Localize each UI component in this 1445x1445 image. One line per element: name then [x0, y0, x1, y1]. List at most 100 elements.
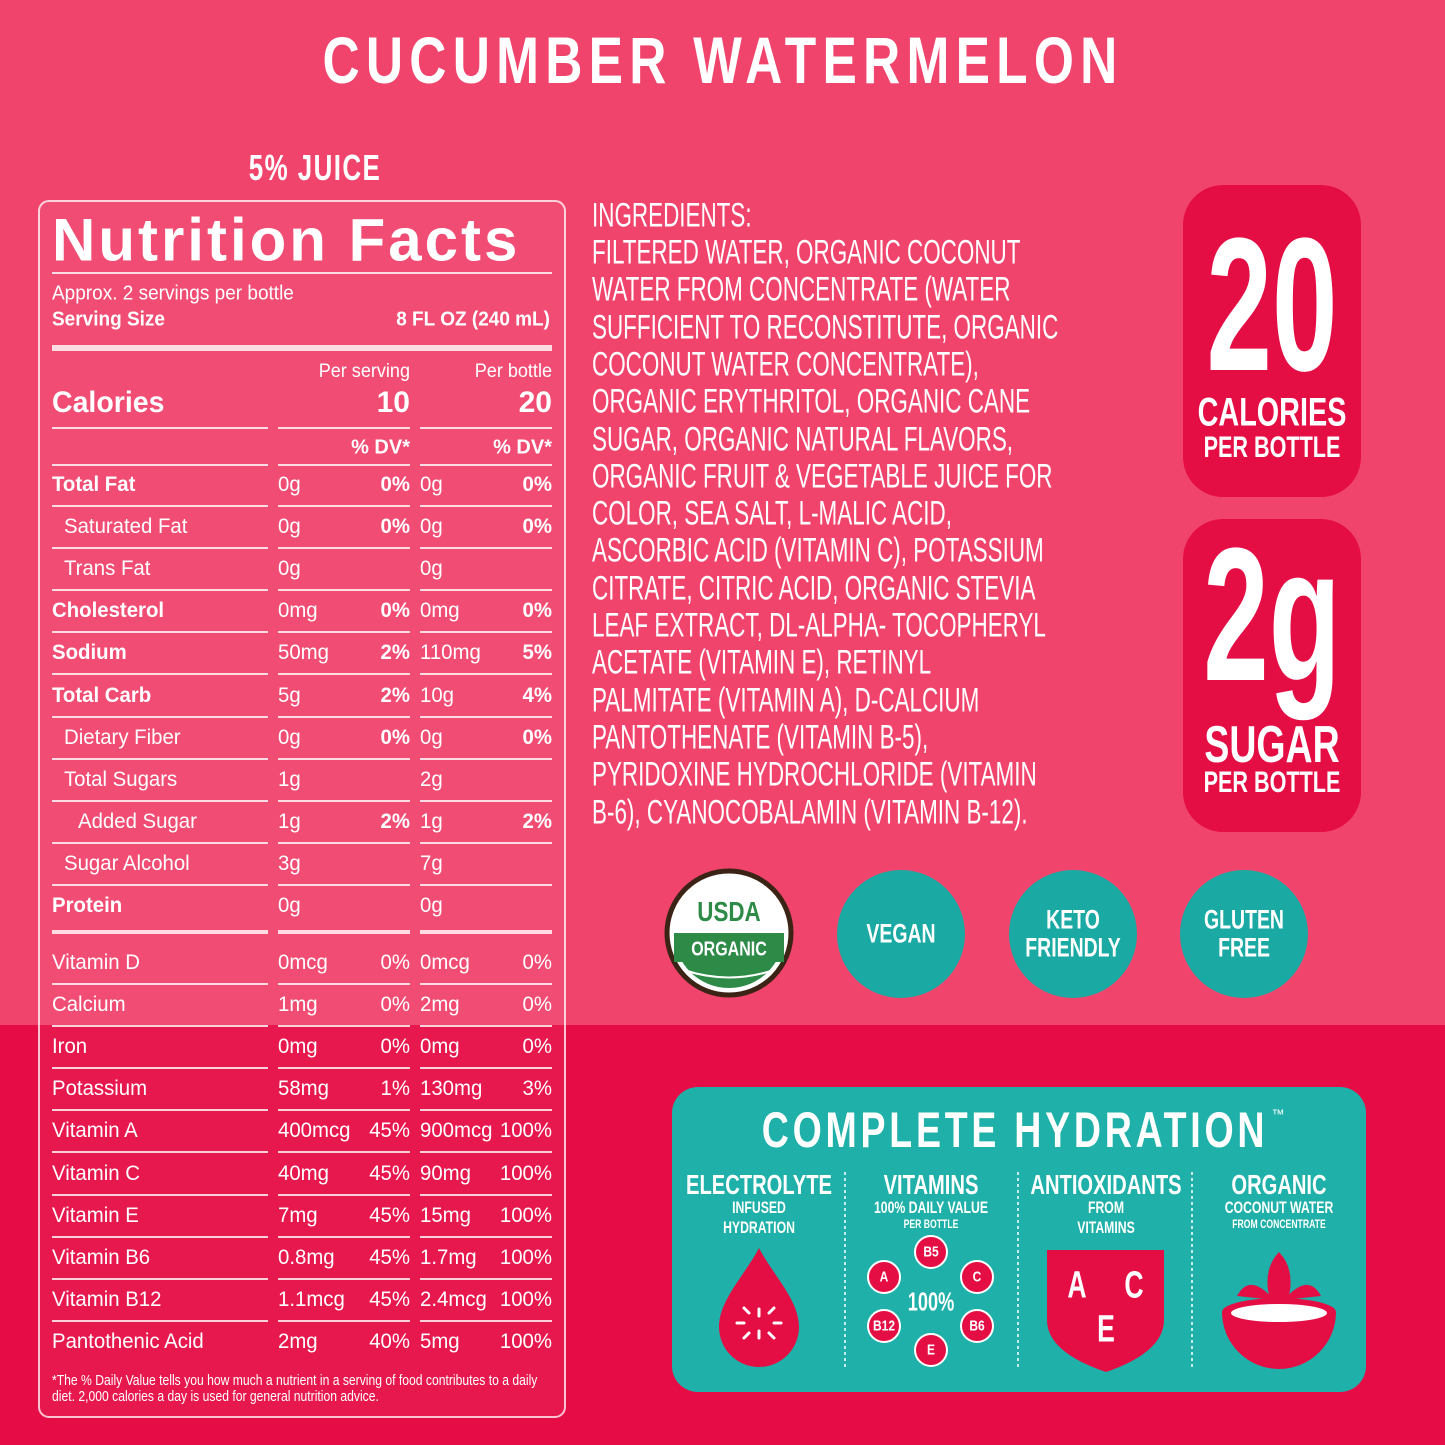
rule: [420, 757, 552, 760]
bottle-amount: 0g: [420, 557, 443, 581]
bottle-amount: 0g: [420, 725, 443, 749]
calories-label: Calories: [52, 386, 165, 419]
per-bottle: Per bottle: [474, 361, 552, 382]
serving-amount: 5g: [278, 683, 301, 707]
rule: [420, 1193, 552, 1196]
bottle-dv: 100%: [499, 1161, 552, 1185]
bottle-dv: 4%: [522, 683, 552, 707]
rule: [420, 631, 552, 634]
rule: [52, 841, 268, 844]
rule: [52, 272, 552, 274]
bottle-amount: 0mg: [420, 599, 460, 623]
ingredients-line: WATER FROM CONCENTRATE (WATER: [592, 270, 1011, 309]
rule: [420, 1235, 552, 1238]
rule: [420, 505, 552, 508]
bottle-dv: 0%: [522, 951, 552, 974]
title: CUCUMBER WATERMELON: [322, 23, 1124, 97]
nutrient-name: Trans Fat: [64, 557, 151, 581]
vitamin-label: B6: [969, 1317, 985, 1335]
nutrient-name: Vitamin B6: [52, 1245, 151, 1269]
bottle-dv: 0%: [522, 599, 552, 623]
hydration-title: COMPLETE HYDRATION: [761, 1102, 1269, 1158]
coconut-icon: [1222, 1252, 1336, 1369]
ingredients-line: PANTOTHENATE (VITAMIN B-5),: [592, 718, 929, 757]
serving-dv: 0%: [380, 599, 410, 623]
serving-dv: 40%: [369, 1329, 410, 1353]
nutrient-name: Vitamin D: [52, 951, 140, 974]
rule: [52, 1319, 268, 1322]
rule: [420, 1025, 552, 1028]
column-line: HYDRATION: [723, 1218, 795, 1237]
rule: [420, 715, 552, 718]
serving-amount: 58mg: [278, 1077, 329, 1101]
juice-label: 5% JUICE: [248, 147, 382, 188]
nutrient-name: Total Carb: [52, 683, 152, 707]
bottle-amount: 90mg: [420, 1161, 471, 1185]
bottle-amount: 2g: [420, 767, 443, 791]
cert-text: GLUTEN: [1204, 904, 1284, 935]
ingredients-line: B-6), CYANOCOBALAMIN (VITAMIN B-12).: [592, 793, 1028, 831]
bottle-amount: 0g: [420, 473, 443, 496]
bottle-amount: 10g: [420, 683, 454, 707]
rule: [52, 983, 268, 986]
serving-dv: 0%: [380, 515, 410, 539]
nutrition-box: [38, 200, 566, 1418]
nutrient-name: Vitamin B12: [52, 1287, 162, 1311]
nutrient-name: Potassium: [52, 1077, 148, 1101]
rule: [278, 715, 410, 718]
serving-amount: 40mg: [278, 1161, 329, 1185]
column-heading: ORGANIC: [1231, 1169, 1327, 1200]
calorie-badge: [1183, 185, 1361, 497]
rule: [52, 1067, 268, 1070]
drop-icon: [719, 1248, 799, 1367]
rule: [52, 673, 268, 676]
gluten-seal: [1180, 870, 1308, 998]
servings: Approx. 2 servings per bottle: [52, 282, 294, 305]
trademark: ™: [1271, 1106, 1285, 1122]
rule: [52, 715, 268, 718]
rule: [420, 930, 552, 934]
footnote: *The % Daily Value tells you how much a …: [52, 1372, 538, 1405]
rule: [420, 589, 552, 592]
vitamin-label: B5: [923, 1243, 939, 1261]
rule: [420, 1151, 552, 1154]
serving-amount: 7mg: [278, 1203, 318, 1227]
ingredients-line: ASCORBIC ACID (VITAMIN C), POTASSIUM: [592, 531, 1044, 570]
ingredients-line: FILTERED WATER, ORGANIC COCONUT: [592, 233, 1021, 272]
rule: [278, 427, 410, 429]
rule: [278, 757, 410, 760]
rule: [52, 464, 268, 466]
serving-amount: 0mg: [278, 1035, 318, 1059]
bottle-amount: 110mg: [420, 641, 481, 665]
column-line: FROM CONCENTRATE: [1232, 1217, 1326, 1231]
ingredients-line: PYRIDOXINE HYDROCHLORIDE (VITAMIN: [592, 755, 1037, 794]
serving-dv: 0%: [380, 725, 410, 749]
column-line: 100% DAILY VALUE: [873, 1198, 989, 1217]
rule: [278, 1067, 410, 1070]
column-line: PER BOTTLE: [903, 1217, 959, 1231]
rule: [420, 1319, 552, 1322]
bottle-amount: 900mcg: [420, 1119, 493, 1143]
nutrient-name: Cholesterol: [52, 599, 165, 623]
serving-amount: 1g: [278, 809, 301, 833]
vitamin-center: 100%: [907, 1286, 955, 1317]
serving-dv: 0%: [380, 993, 410, 1017]
column-heading: ELECTROLYTE: [685, 1169, 833, 1200]
serving-dv: 2%: [380, 683, 410, 707]
vitamin-icon: [867, 1235, 994, 1367]
rule: [52, 547, 268, 550]
rule: [420, 841, 552, 844]
bottle-dv: 100%: [499, 1287, 552, 1311]
bottle-amount: 2mg: [420, 993, 460, 1017]
serving-amount: 3g: [278, 851, 301, 875]
cert-text: KETO: [1046, 904, 1100, 935]
vitamin-label: E: [926, 1341, 936, 1359]
serving-dv: 45%: [369, 1245, 410, 1269]
bottle-dv: 5%: [522, 641, 552, 665]
rule: [278, 547, 410, 550]
serving-amount: 1.1mcg: [278, 1287, 345, 1311]
rule: [278, 631, 410, 634]
sugar-badge: [1183, 519, 1361, 832]
vitamin-label: C: [972, 1268, 982, 1286]
